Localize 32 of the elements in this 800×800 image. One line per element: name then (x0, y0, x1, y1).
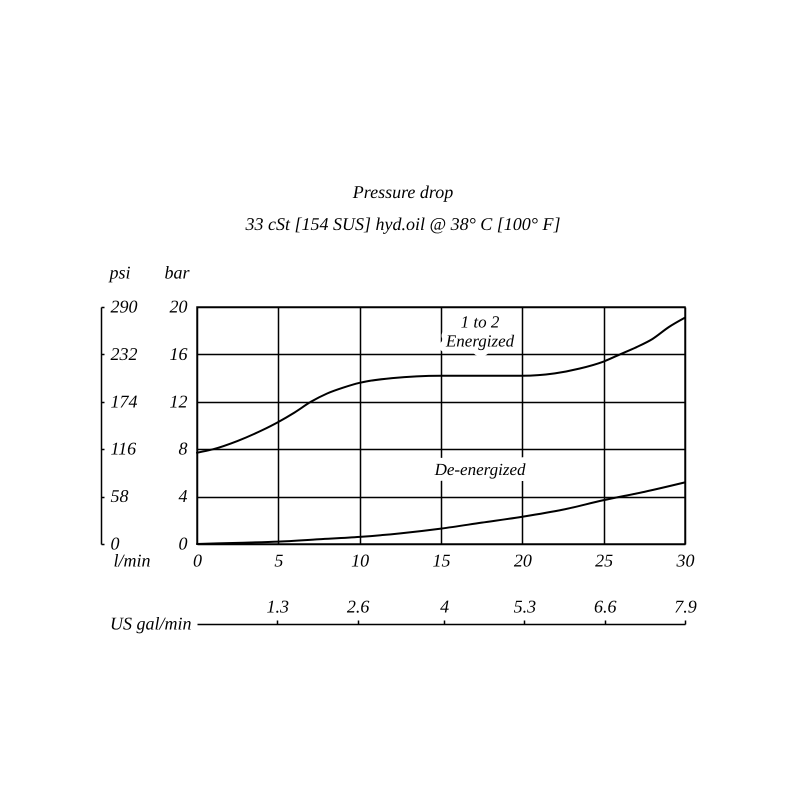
x2-tick-label: 7.9 (674, 596, 697, 616)
x-tick-label: 0 (193, 550, 202, 570)
chart-subtitle: 33 cSt [154 SUS] hyd.oil @ 38° C [100° F] (244, 214, 560, 234)
series-label: 1 to 2 Energized (444, 312, 515, 351)
x-tick-label: 5 (274, 550, 284, 570)
x-tick-label: 25 (595, 550, 614, 570)
x2-tick-label: 6.6 (594, 596, 616, 616)
x2-tick-label: 4 (440, 596, 450, 616)
x-tick-label: 15 (432, 550, 450, 570)
y2-axis-title: psi (108, 262, 131, 282)
x2-tick-label: 2.6 (346, 596, 370, 616)
x-axis-title: l/min (114, 550, 151, 570)
chart-title: Pressure drop (352, 182, 454, 202)
y2-tick-label: 290 (110, 296, 138, 316)
x-tick-label: 20 (514, 550, 532, 570)
y2-tick-label: 116 (110, 438, 136, 459)
x-tick-label: 30 (676, 550, 694, 570)
y-tick-label: 8 (178, 438, 188, 459)
x2-tick-label: 5.3 (514, 596, 536, 616)
y-axis-title: bar (164, 262, 190, 282)
x-tick-label: 10 (351, 550, 370, 570)
x2-axis-title: US gal/min (110, 614, 192, 634)
y2-tick-label: 174 (110, 391, 138, 412)
y-tick-label: 4 (178, 486, 188, 506)
y-tick-label: 20 (170, 296, 188, 316)
y-tick-label: 0 (178, 534, 188, 554)
y2-tick-label: 0 (110, 534, 120, 554)
x2-tick-label: 1.3 (266, 596, 290, 616)
y2-tick-label: 58 (110, 486, 128, 506)
y2-tick-label: 232 (110, 344, 138, 364)
y-tick-label: 12 (170, 391, 188, 412)
y-tick-label: 16 (170, 344, 188, 364)
